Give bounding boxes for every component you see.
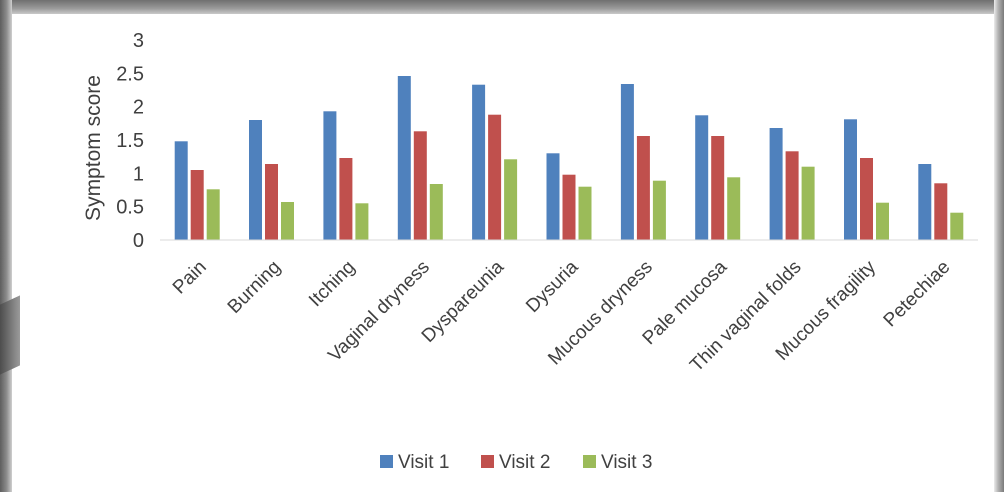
bar-visit-3 <box>206 189 220 240</box>
y-tick-label: 2 <box>133 97 144 119</box>
y-tick-label: 1 <box>133 163 144 185</box>
legend-label: Visit 2 <box>499 452 550 473</box>
bar-visit-2 <box>488 114 502 240</box>
y-tick-label: 0.5 <box>116 197 144 219</box>
bar-visit-3 <box>801 166 815 240</box>
legend-item: Visit 1 <box>380 452 449 473</box>
bar-visit-2 <box>265 164 278 240</box>
legend-label: Visit 3 <box>601 452 652 473</box>
y-tick-label: 2.5 <box>116 63 144 85</box>
bar-visit-1 <box>844 119 857 240</box>
bar-visit-3 <box>281 202 294 240</box>
bar-visit-1 <box>397 76 411 240</box>
bar-visit-3 <box>578 186 592 240</box>
x-tick-label: Burning <box>224 257 285 318</box>
legend-label: Visit 1 <box>398 452 449 473</box>
frame-right-border <box>994 0 1004 492</box>
bar-visit-2 <box>636 136 650 240</box>
bar-visit-3 <box>504 159 518 240</box>
bar-visit-3 <box>429 184 443 240</box>
legend-item: Visit 3 <box>583 452 652 473</box>
bar-visit-3 <box>355 203 369 240</box>
bar-visit-1 <box>695 115 709 240</box>
legend-item: Visit 2 <box>481 452 550 473</box>
bar-visit-3 <box>652 180 666 240</box>
bar-visit-2 <box>934 183 948 240</box>
bars <box>174 76 964 240</box>
legend-swatch <box>583 455 596 468</box>
bar-visit-3 <box>727 177 741 240</box>
x-tick-label: Pain <box>169 257 211 299</box>
y-axis-label: Symptom score <box>82 75 105 221</box>
frame-top-border <box>0 0 1004 14</box>
x-tick-label: Itching <box>305 257 359 311</box>
bar-visit-1 <box>174 141 188 240</box>
bar-visit-1 <box>249 120 262 240</box>
bar-visit-1 <box>546 153 560 240</box>
bar-visit-3 <box>950 212 964 240</box>
bar-visit-3 <box>876 202 889 240</box>
legend: Visit 1 Visit 2 Visit 3 <box>380 452 652 473</box>
y-tick-label: 1.5 <box>116 130 144 152</box>
bar-visit-2 <box>190 170 204 240</box>
bar-visit-1 <box>918 164 932 240</box>
y-axis: 0 0.5 1 1.5 2 2.5 3 <box>116 30 144 252</box>
bar-visit-2 <box>711 136 725 240</box>
bar-visit-1 <box>769 128 783 240</box>
bar-visit-2 <box>785 151 799 240</box>
bar-visit-2 <box>413 131 427 240</box>
bar-visit-2 <box>562 174 576 240</box>
bar-visit-2 <box>860 158 873 240</box>
x-tick-label: Petechiae <box>880 257 955 332</box>
bar-visit-1 <box>620 84 634 240</box>
x-tick-label: Dysuria <box>522 256 583 317</box>
bar-visit-2 <box>339 158 353 240</box>
bar-visit-1 <box>472 84 486 240</box>
y-tick-label: 0 <box>133 230 144 252</box>
legend-swatch <box>380 455 393 468</box>
bar-visit-1 <box>323 111 337 240</box>
y-tick-label: 3 <box>133 30 144 52</box>
legend-swatch <box>481 455 494 468</box>
